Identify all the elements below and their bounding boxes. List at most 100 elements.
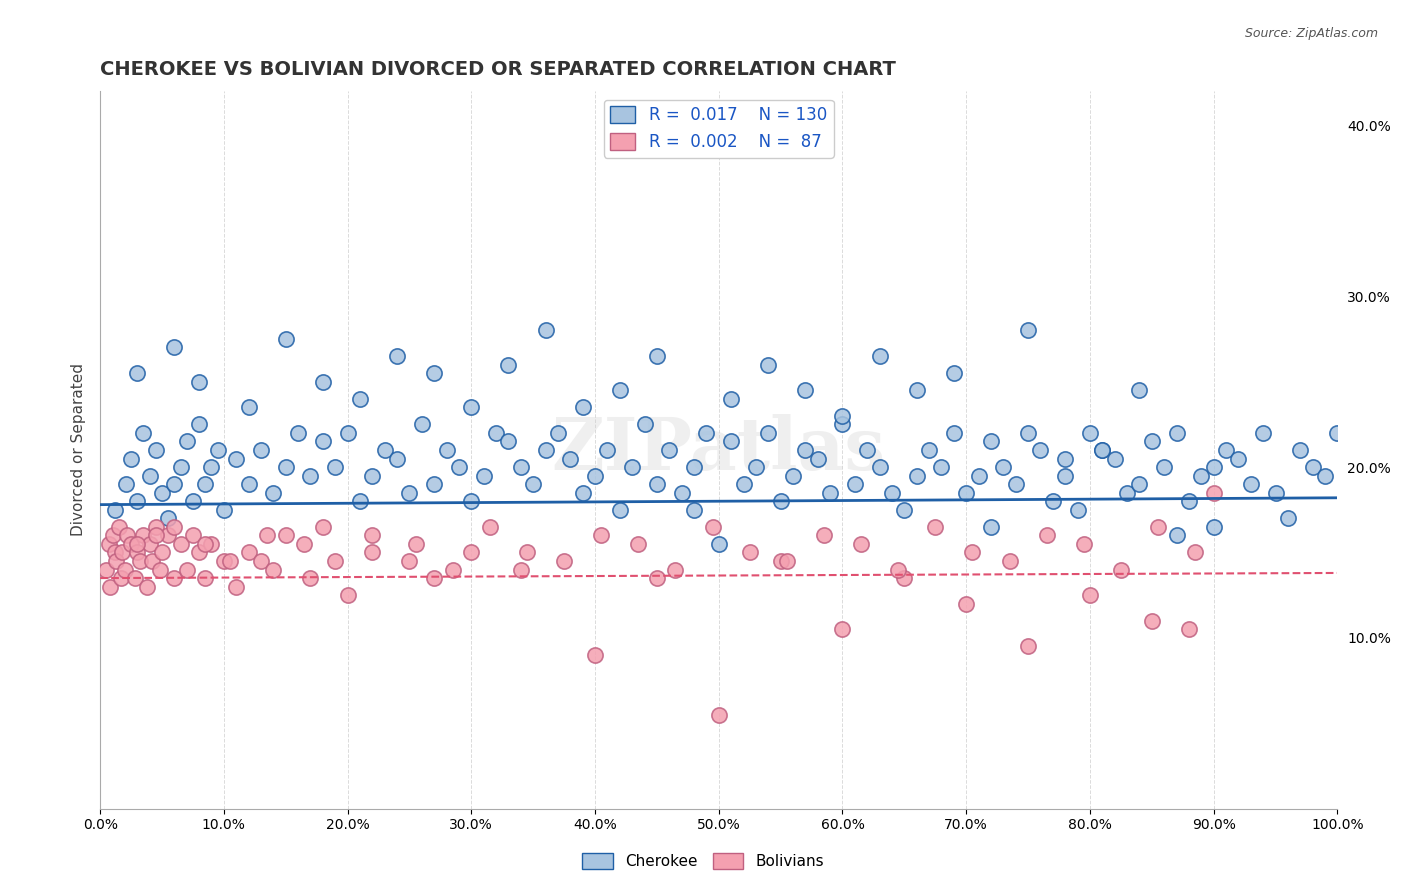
- Text: CHEROKEE VS BOLIVIAN DIVORCED OR SEPARATED CORRELATION CHART: CHEROKEE VS BOLIVIAN DIVORCED OR SEPARAT…: [100, 60, 896, 78]
- Point: [262, 562, 284, 576]
- Point: [498, 358, 520, 372]
- Point: [460, 545, 482, 559]
- Point: [633, 417, 655, 432]
- Point: [145, 520, 167, 534]
- Point: [609, 502, 631, 516]
- Point: [942, 425, 965, 440]
- Point: [120, 537, 142, 551]
- Point: [274, 460, 297, 475]
- Point: [447, 460, 470, 475]
- Point: [980, 434, 1002, 449]
- Point: [194, 571, 217, 585]
- Point: [967, 468, 990, 483]
- Point: [238, 401, 260, 415]
- Point: [250, 554, 273, 568]
- Point: [856, 442, 879, 457]
- Point: [127, 494, 149, 508]
- Point: [534, 442, 557, 457]
- Point: [745, 460, 768, 475]
- Point: [163, 341, 186, 355]
- Point: [733, 477, 755, 491]
- Point: [707, 537, 730, 551]
- Point: [150, 485, 173, 500]
- Point: [181, 528, 204, 542]
- Point: [918, 442, 941, 457]
- Point: [955, 485, 977, 500]
- Point: [287, 425, 309, 440]
- Point: [1078, 425, 1101, 440]
- Legend: R =  0.017    N = 130, R =  0.002    N =  87: R = 0.017 N = 130, R = 0.002 N = 87: [603, 100, 834, 158]
- Point: [869, 349, 891, 363]
- Point: [658, 442, 681, 457]
- Legend: Cherokee, Bolivians: Cherokee, Bolivians: [576, 847, 830, 875]
- Point: [998, 554, 1021, 568]
- Point: [225, 580, 247, 594]
- Point: [664, 562, 686, 576]
- Point: [993, 460, 1015, 475]
- Point: [200, 460, 222, 475]
- Point: [385, 451, 408, 466]
- Point: [583, 468, 606, 483]
- Point: [813, 528, 835, 542]
- Point: [1178, 494, 1201, 508]
- Point: [1166, 528, 1188, 542]
- Point: [157, 528, 180, 542]
- Point: [169, 537, 191, 551]
- Point: [955, 597, 977, 611]
- Point: [132, 425, 155, 440]
- Point: [312, 434, 335, 449]
- Point: [869, 460, 891, 475]
- Point: [423, 571, 446, 585]
- Point: [114, 562, 136, 576]
- Point: [385, 349, 408, 363]
- Point: [1240, 477, 1263, 491]
- Point: [571, 401, 593, 415]
- Point: [188, 417, 211, 432]
- Point: [323, 460, 346, 475]
- Point: [905, 383, 928, 397]
- Point: [361, 545, 384, 559]
- Point: [831, 409, 853, 423]
- Point: [571, 485, 593, 500]
- Point: [1066, 502, 1088, 516]
- Point: [194, 537, 217, 551]
- Point: [621, 460, 644, 475]
- Point: [776, 554, 799, 568]
- Point: [117, 528, 139, 542]
- Point: [238, 477, 260, 491]
- Point: [323, 554, 346, 568]
- Point: [893, 571, 915, 585]
- Point: [104, 502, 127, 516]
- Point: [1029, 442, 1052, 457]
- Point: [124, 571, 146, 585]
- Point: [534, 323, 557, 337]
- Point: [336, 425, 359, 440]
- Point: [405, 537, 427, 551]
- Point: [1017, 323, 1039, 337]
- Point: [292, 537, 315, 551]
- Point: [1054, 451, 1077, 466]
- Point: [145, 528, 167, 542]
- Point: [1140, 434, 1163, 449]
- Point: [138, 468, 160, 483]
- Point: [1147, 520, 1170, 534]
- Point: [756, 425, 779, 440]
- Point: [683, 502, 706, 516]
- Point: [274, 528, 297, 542]
- Point: [460, 401, 482, 415]
- Point: [980, 520, 1002, 534]
- Point: [141, 554, 163, 568]
- Point: [831, 623, 853, 637]
- Point: [553, 554, 575, 568]
- Point: [1091, 442, 1114, 457]
- Point: [181, 494, 204, 508]
- Point: [1202, 485, 1225, 500]
- Point: [207, 442, 229, 457]
- Point: [738, 545, 761, 559]
- Point: [336, 588, 359, 602]
- Point: [707, 707, 730, 722]
- Point: [1251, 425, 1274, 440]
- Point: [702, 520, 724, 534]
- Point: [942, 366, 965, 380]
- Point: [374, 442, 396, 457]
